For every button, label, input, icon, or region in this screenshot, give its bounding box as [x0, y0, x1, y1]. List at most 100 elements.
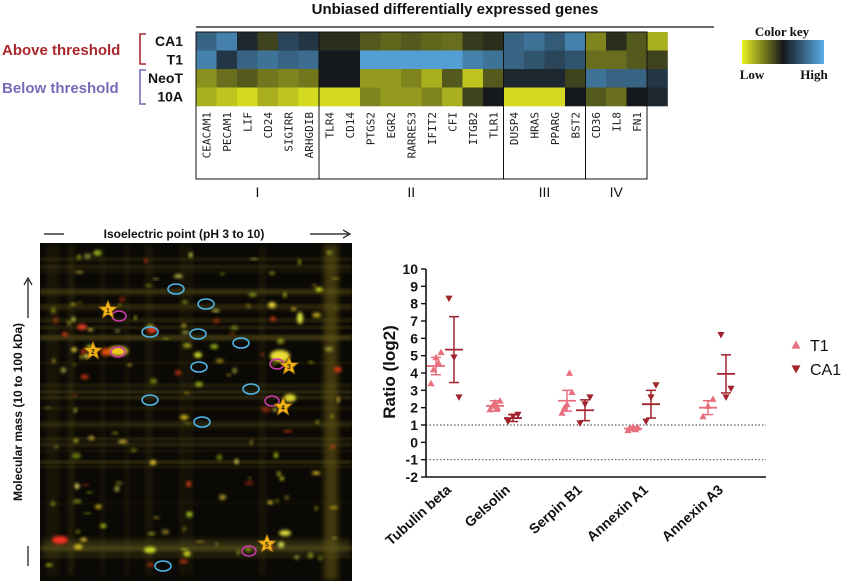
gel-spot — [74, 483, 80, 489]
gel-spot — [80, 348, 87, 355]
data-point-t1 — [558, 409, 566, 416]
gel-spot — [53, 317, 58, 323]
heatmap-gene-label: SIGIRR — [282, 112, 295, 152]
gel-spot — [188, 252, 193, 258]
gel-spot — [269, 271, 275, 275]
y-tick-label: 0 — [410, 434, 418, 450]
gel-axis-arrowhead-y — [23, 276, 33, 286]
heatmap-cell — [319, 69, 340, 88]
data-point-t1 — [427, 379, 435, 387]
gel-spot — [279, 530, 291, 536]
gel-spot — [186, 511, 193, 518]
heatmap-cell — [503, 50, 525, 70]
gel-spot — [283, 430, 293, 433]
gel-spot — [182, 527, 186, 531]
heatmap-cell — [606, 50, 627, 70]
heatmap-cell — [339, 32, 361, 51]
gel-spot — [236, 550, 240, 555]
gel-streak — [40, 406, 352, 409]
gel-spot — [182, 300, 188, 304]
gel-streak — [40, 290, 352, 294]
gel-spot — [119, 297, 125, 302]
heatmap-cell — [196, 69, 217, 88]
gel-spot — [275, 499, 279, 503]
gel-spot — [331, 277, 340, 280]
heatmap-cell — [626, 50, 648, 70]
gel-spot-circle-blue — [141, 394, 159, 406]
gel-streak — [146, 245, 153, 575]
gel-spot — [271, 363, 277, 366]
heatmap-gene-label: TLR1 — [487, 112, 500, 139]
gel-spot — [71, 316, 76, 322]
heatmap-cell — [626, 32, 648, 51]
y-tick-label: 9 — [410, 278, 418, 294]
heatmap-row-label: T1 — [167, 52, 184, 68]
gel-spot — [162, 337, 170, 340]
heatmap-cell — [360, 69, 381, 88]
gel-spot — [61, 332, 68, 337]
gel-spot — [71, 347, 77, 352]
gel-spot-circle-magenta — [241, 545, 257, 557]
gel-streak — [69, 245, 73, 575]
heatmap-gene-label: CD36 — [590, 112, 603, 139]
heatmap-cell — [298, 50, 320, 70]
gel-spot — [153, 516, 160, 519]
heatmap-cell — [626, 87, 648, 107]
gel-axis-arrowhead-x — [342, 229, 352, 239]
heatmap-cell — [483, 69, 504, 88]
y-tick-label: 10 — [402, 261, 418, 277]
gel-spot — [246, 303, 251, 308]
gel-spot — [194, 352, 202, 358]
heatmap-cluster-label: I — [256, 184, 260, 200]
heatmap-row-label: 10A — [157, 89, 183, 105]
gel-spot — [145, 284, 153, 287]
heatmap-gene-label: RARRES3 — [405, 112, 418, 158]
heatmap-cell — [544, 50, 566, 70]
legend-label: T1 — [810, 338, 829, 355]
heatmap-cell — [401, 50, 422, 70]
heatmap-cell — [565, 32, 586, 51]
gel-spot-circle-blue — [232, 337, 250, 349]
gel-streak — [324, 245, 338, 580]
data-point-t1 — [699, 412, 707, 420]
gel-spot — [284, 394, 296, 402]
gel-spot — [218, 494, 227, 500]
heatmap-row-label: CA1 — [155, 33, 183, 49]
heatmap-cell — [524, 32, 545, 51]
heatmap-cell — [462, 32, 484, 51]
group-label-below: Below threshold — [2, 80, 119, 97]
data-point-ca1 — [576, 420, 584, 427]
heatmap-cell — [257, 32, 279, 51]
heatmap-cell — [647, 50, 668, 70]
heatmap-cell — [462, 69, 484, 88]
heatmap-cell — [257, 50, 279, 70]
gel-spot — [332, 536, 337, 540]
heatmap-cell — [237, 69, 258, 88]
category-label: Tubulin beta — [382, 481, 454, 548]
heatmap-cell — [585, 87, 607, 107]
heatmap-cell — [298, 32, 320, 51]
gel-streak — [40, 335, 352, 337]
gel-spot — [77, 254, 81, 260]
heatmap-cell — [442, 50, 463, 70]
gel-star-marker — [272, 396, 294, 416]
gel-spot — [279, 476, 285, 481]
gel-spot — [72, 394, 78, 397]
gel-spot — [127, 363, 133, 367]
heatmap-cell — [298, 69, 320, 88]
heatmap-cell — [196, 50, 217, 70]
gel-spot — [298, 259, 301, 265]
group-label-above: Above threshold — [2, 42, 120, 59]
heatmap-cell — [278, 69, 299, 88]
heatmap-cell — [647, 32, 668, 51]
gel-spot — [130, 448, 137, 453]
gel-streak — [40, 461, 352, 463]
gel-spot — [150, 378, 158, 384]
gel-spot — [329, 506, 339, 509]
heatmap-gene-label: PTGS2 — [364, 112, 377, 145]
gel-spot — [315, 420, 320, 424]
gel-spot-circle-blue — [193, 416, 211, 428]
gel-ylabel: Molecular mass (10 to 100 kDa) — [11, 323, 25, 501]
gel-streak — [40, 442, 352, 447]
